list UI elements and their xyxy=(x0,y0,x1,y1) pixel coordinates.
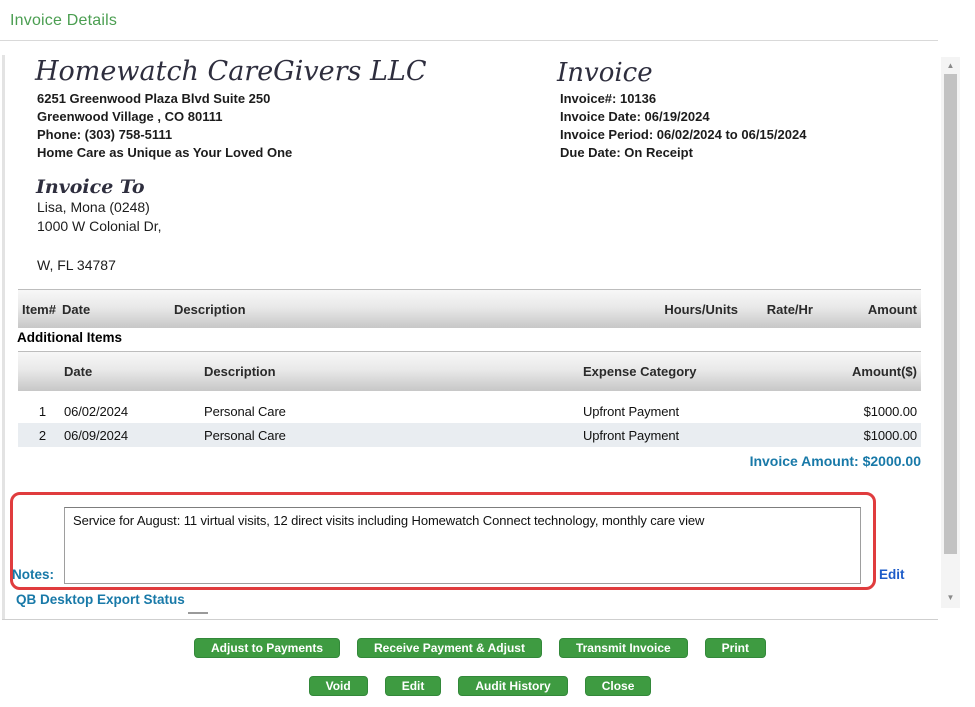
company-tagline: Home Care as Unique as Your Loved One xyxy=(37,145,293,160)
row-date: 06/09/2024 xyxy=(64,427,129,443)
row-date: 06/02/2024 xyxy=(64,403,129,419)
company-address-line: Greenwood Village , CO 80111 xyxy=(37,109,223,124)
notes-highlight-box xyxy=(10,492,876,590)
table-row: 2 06/09/2024 Personal Care Upfront Payme… xyxy=(18,423,921,447)
additional-header-amount: Amount($) xyxy=(852,364,917,379)
items-header-rate: Rate/Hr xyxy=(766,301,813,317)
receive-payment-adjust-button[interactable]: Receive Payment & Adjust xyxy=(357,638,542,658)
panel-bottom-border xyxy=(2,619,938,620)
invoice-heading: Invoice xyxy=(557,58,653,88)
qb-export-status-link[interactable]: QB Desktop Export Status xyxy=(16,592,185,607)
client-street: 1000 W Colonial Dr, xyxy=(37,218,162,234)
table-row: 1 06/02/2024 Personal Care Upfront Payme… xyxy=(18,399,921,423)
additional-header-date: Date xyxy=(64,364,93,379)
invoice-amount-total: Invoice Amount: $2000.00 xyxy=(749,453,921,469)
row-category: Upfront Payment xyxy=(583,403,680,419)
invoice-due-date: Due Date: On Receipt xyxy=(560,145,693,160)
items-header-hours: Hours/Units xyxy=(664,301,738,317)
additional-header-description: Description xyxy=(204,364,276,379)
panel-left-border xyxy=(2,55,5,620)
scrollbar-thumb[interactable] xyxy=(944,74,957,554)
row-number: 2 xyxy=(38,427,46,443)
clipped-text-fragment xyxy=(188,612,208,614)
title-divider xyxy=(0,40,938,41)
edit-button[interactable]: Edit xyxy=(384,676,442,696)
client-name: Lisa, Mona (0248) xyxy=(37,199,150,215)
close-button[interactable]: Close xyxy=(584,676,652,696)
void-button[interactable]: Void xyxy=(308,676,368,696)
additional-items-header: Date Description Expense Category Amount… xyxy=(18,351,921,391)
company-address: 6251 Greenwood Plaza Blvd Suite 250 Gree… xyxy=(37,90,292,162)
additional-items-heading: Additional Items xyxy=(17,330,123,345)
invoice-period: Invoice Period: 06/02/2024 to 06/15/2024 xyxy=(560,127,807,142)
scroll-up-arrow-icon[interactable]: ▲ xyxy=(946,61,955,70)
company-address-line: 6251 Greenwood Plaza Blvd Suite 250 xyxy=(37,91,271,106)
company-phone: Phone: (303) 758-5111 xyxy=(37,127,173,142)
company-name: Homewatch CareGivers LLC xyxy=(35,56,427,87)
transmit-invoice-button[interactable]: Transmit Invoice xyxy=(558,638,688,658)
button-row-2: Void Edit Audit History Close xyxy=(0,676,960,696)
row-description: Personal Care xyxy=(204,427,286,443)
button-row-1: Adjust to Payments Receive Payment & Adj… xyxy=(0,638,960,658)
client-address: Lisa, Mona (0248) 1000 W Colonial Dr, W,… xyxy=(37,198,162,275)
adjust-to-payments-button[interactable]: Adjust to Payments xyxy=(193,638,341,658)
scroll-down-arrow-icon[interactable]: ▼ xyxy=(946,593,955,602)
items-table-header: Item# Date Description Hours/Units Rate/… xyxy=(18,289,921,328)
row-amount: $1000.00 xyxy=(863,403,918,419)
print-button[interactable]: Print xyxy=(704,638,767,658)
invoice-meta: Invoice#: 10136 Invoice Date: 06/19/2024… xyxy=(560,90,806,162)
items-header-amount: Amount xyxy=(867,301,917,317)
items-header-description: Description xyxy=(174,301,246,317)
row-number: 1 xyxy=(38,403,46,419)
row-category: Upfront Payment xyxy=(583,427,680,443)
invoice-number: Invoice#: 10136 xyxy=(560,91,657,106)
client-gap xyxy=(37,236,162,256)
invoice-to-heading: Invoice To xyxy=(36,176,145,198)
additional-header-category: Expense Category xyxy=(583,364,697,379)
notes-label: Notes: xyxy=(12,567,55,582)
audit-history-button[interactable]: Audit History xyxy=(458,676,568,696)
invoice-date: Invoice Date: 06/19/2024 xyxy=(560,109,710,124)
items-header-date: Date xyxy=(62,301,91,317)
notes-edit-link[interactable]: Edit xyxy=(879,567,905,582)
row-description: Personal Care xyxy=(204,403,286,419)
row-amount: $1000.00 xyxy=(863,427,918,443)
page-title: Invoice Details xyxy=(10,12,118,29)
notes-input[interactable]: Service for August: 11 virtual visits, 1… xyxy=(64,507,861,584)
client-city: W, FL 34787 xyxy=(37,257,116,273)
items-header-item: Item# xyxy=(22,301,56,317)
